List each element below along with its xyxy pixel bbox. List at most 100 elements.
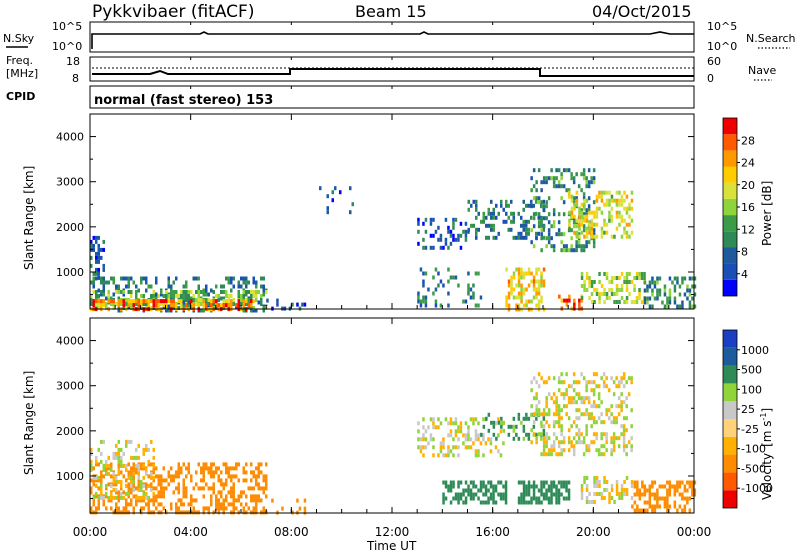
data-cell (635, 272, 639, 276)
data-cell (125, 443, 128, 448)
data-cell (432, 275, 435, 280)
data-cell (605, 436, 608, 441)
data-cell (550, 444, 553, 449)
data-cell (495, 235, 498, 240)
data-cell (565, 480, 568, 485)
data-cell (112, 479, 115, 484)
data-cell (474, 429, 478, 434)
x-tick-label: 20:00 (576, 525, 611, 539)
data-cell (615, 214, 619, 219)
data-cell (580, 412, 583, 417)
data-cell (557, 452, 561, 457)
data-cell (583, 476, 586, 480)
data-cell (537, 215, 540, 220)
data-cell (125, 498, 128, 503)
data-cell (522, 436, 526, 441)
data-cell (542, 279, 546, 284)
data-cell (578, 210, 581, 215)
data-cell (530, 271, 533, 276)
data-cell (125, 478, 128, 483)
data-cell (585, 484, 589, 488)
data-cell (550, 448, 553, 453)
data-cell (135, 447, 138, 452)
data-cell (620, 488, 624, 492)
data-cell (527, 283, 531, 288)
data-cell (147, 303, 150, 308)
data-cell (570, 384, 573, 389)
data-cell (442, 453, 445, 458)
data-cell (102, 247, 105, 252)
data-cell (250, 306, 253, 310)
data-cell (227, 294, 230, 298)
data-cell (326, 210, 329, 215)
data-cell (145, 302, 148, 306)
data-cell (651, 304, 654, 309)
data-cell (210, 470, 213, 475)
data-cell (452, 217, 455, 222)
data-cell (668, 276, 672, 281)
data-cell (505, 211, 508, 216)
data-cell (185, 306, 188, 310)
data-cell (112, 487, 115, 492)
data-cell (485, 223, 488, 228)
data-cell (651, 484, 654, 489)
data-cell (132, 506, 135, 511)
data-cell (542, 424, 546, 429)
data-cell (245, 470, 248, 475)
colorbar-segment (723, 247, 737, 264)
data-cell (135, 463, 138, 468)
data-cell (475, 227, 478, 232)
data-cell (242, 303, 245, 308)
data-cell (547, 392, 551, 397)
data-cell (532, 283, 536, 288)
data-cell (200, 466, 203, 471)
data-cell (155, 466, 158, 471)
data-cell (590, 388, 593, 393)
data-cell (100, 280, 103, 285)
data-cell (170, 466, 173, 471)
data-cell (593, 234, 596, 239)
cpid-text: normal (fast stereo) 153 (94, 93, 273, 108)
data-cell (691, 304, 694, 309)
data-cell (95, 475, 98, 480)
data-cell (625, 210, 629, 215)
data-cell (648, 296, 652, 301)
data-cell (522, 223, 525, 228)
data-cell (225, 478, 228, 483)
data-cell (202, 303, 205, 308)
data-cell (507, 283, 511, 288)
data-cell (527, 488, 531, 493)
data-cell (638, 296, 641, 300)
data-cell (117, 447, 120, 452)
colorbar-segment (723, 231, 737, 248)
data-cell (557, 440, 561, 445)
data-cell (112, 299, 115, 304)
data-cell (454, 429, 458, 434)
data-cell (192, 303, 195, 308)
data-cell (532, 244, 536, 249)
data-cell (520, 295, 523, 300)
data-cell (115, 455, 118, 460)
data-cell (464, 480, 468, 485)
data-cell (580, 218, 584, 223)
data-cell (602, 384, 606, 389)
data-cell (187, 470, 190, 475)
data-cell (585, 412, 588, 417)
data-cell (482, 480, 485, 485)
data-cell (260, 284, 263, 289)
data-cell (495, 215, 498, 220)
data-cell (535, 236, 538, 241)
data-cell (525, 271, 528, 276)
data-cell (485, 416, 488, 421)
data-cell (170, 290, 173, 294)
data-cell (560, 480, 563, 485)
data-cell (504, 496, 508, 501)
data-cell (580, 440, 583, 445)
data-cell (155, 276, 158, 281)
data-cell (162, 506, 165, 511)
data-cell (247, 280, 250, 285)
colorbar-tick-label: -1000 (741, 482, 773, 495)
data-cell (177, 470, 180, 475)
data-cell (457, 237, 460, 242)
data-cell (648, 284, 652, 289)
